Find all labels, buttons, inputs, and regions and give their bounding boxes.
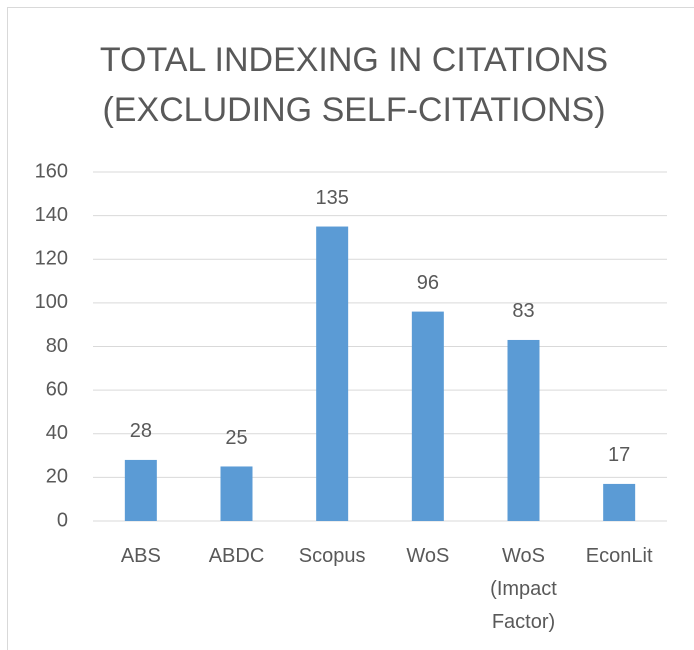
bar bbox=[124, 459, 157, 521]
y-tick-label: 100 bbox=[35, 291, 68, 313]
y-tick-label: 60 bbox=[46, 378, 68, 400]
y-tick-label: 140 bbox=[35, 204, 68, 226]
bar bbox=[220, 466, 253, 521]
data-label: 28 bbox=[130, 420, 152, 442]
chart-title: (EXCLUDING SELF-CITATIONS) bbox=[102, 91, 605, 129]
x-tick-label: EconLit bbox=[585, 545, 653, 567]
chart-title: TOTAL INDEXING IN CITATIONS bbox=[100, 41, 608, 79]
y-tick-label: 160 bbox=[35, 160, 68, 182]
y-tick-label: 40 bbox=[46, 422, 68, 444]
x-tick-label: ABDC bbox=[208, 545, 265, 567]
x-tick-label: Scopus bbox=[298, 545, 366, 567]
y-tick-label: 20 bbox=[46, 466, 68, 488]
bar bbox=[411, 311, 444, 521]
y-tick-label: 80 bbox=[46, 335, 68, 357]
data-label: 83 bbox=[512, 300, 534, 322]
y-tick-label: 0 bbox=[57, 509, 68, 531]
y-tick-label: 120 bbox=[35, 248, 68, 270]
bar bbox=[507, 339, 540, 521]
bar bbox=[316, 226, 349, 521]
data-label: 96 bbox=[417, 272, 439, 294]
data-label: 135 bbox=[315, 187, 348, 209]
bar bbox=[603, 483, 636, 521]
data-label: 17 bbox=[608, 444, 630, 466]
x-tick-label: ABS bbox=[120, 545, 161, 567]
x-tick-label: WoS (Impact Factor) bbox=[490, 545, 557, 633]
data-label: 25 bbox=[225, 427, 247, 449]
x-tick-label: WoS bbox=[406, 545, 450, 567]
chart-border bbox=[7, 7, 694, 650]
